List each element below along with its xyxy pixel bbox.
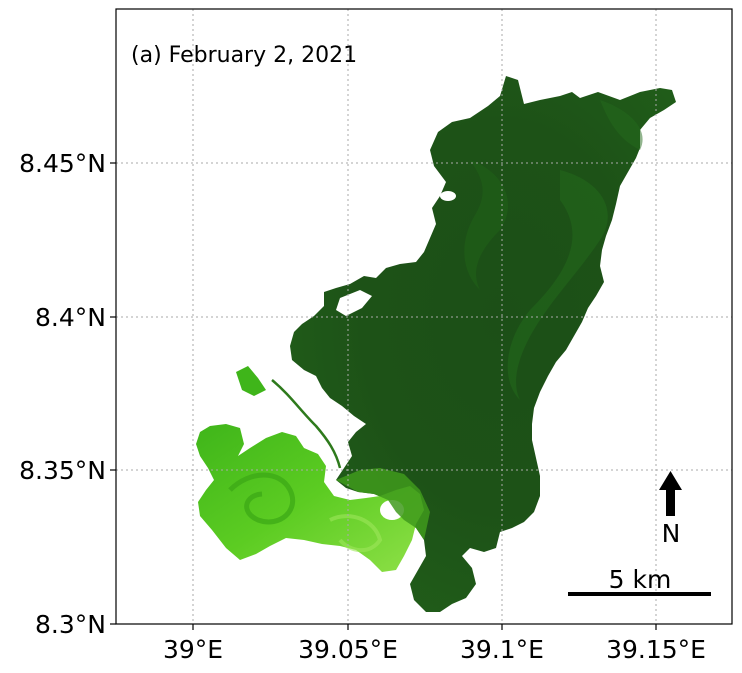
north-label: N [662,519,681,548]
north-arrow-shaft [666,486,675,516]
north-arrow: N [659,471,682,548]
island-1 [440,191,456,201]
panel-title: (a) February 2, 2021 [131,43,357,68]
bloom-swirl-2 [329,514,383,553]
scale-label: 5 km [609,565,672,594]
x-tick-label: 39.05°E [298,635,398,664]
x-tick-label: 39.1°E [460,635,544,664]
lake-swirl-2 [464,160,509,290]
scale-bar: 5 km [568,565,711,596]
x-tick-label: 39°E [163,635,223,664]
y-tick-label: 8.3°N [35,610,106,639]
y-tick-label: 8.35°N [19,456,106,485]
transition-zone [336,468,430,540]
lake-swirl-3 [600,100,643,150]
north-arrow-icon [659,471,682,490]
tick-marks [110,162,657,630]
island-2 [336,290,372,316]
bloom-region [196,424,424,572]
lake-swirl-1 [507,170,608,400]
channel [271,379,342,469]
bloom-swirl-1 [228,472,296,525]
y-tick-label: 8.4°N [35,303,106,332]
y-tick-label: 8.45°N [19,149,106,178]
lake-map [196,76,676,612]
x-tick-label: 39.15°E [606,635,706,664]
bloom-patch [236,366,266,396]
